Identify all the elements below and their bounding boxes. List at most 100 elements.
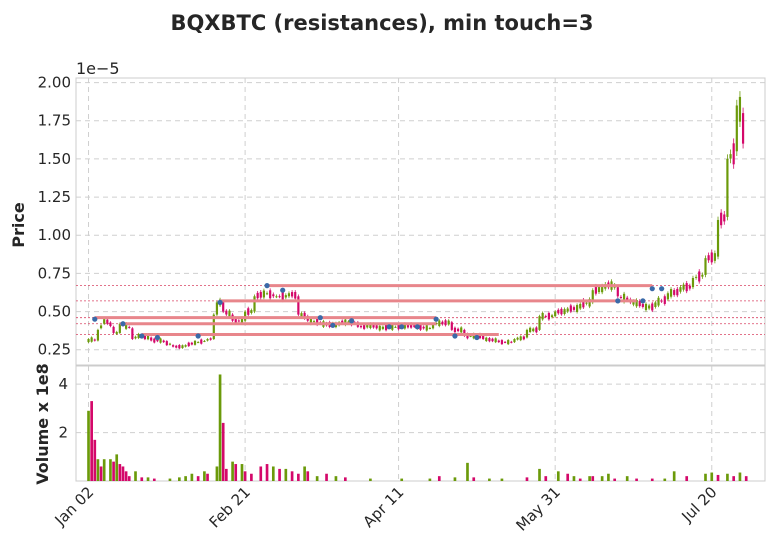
touch-point (280, 287, 286, 293)
candle-body (579, 303, 582, 309)
candle-body (729, 154, 732, 159)
candle-body (654, 302, 657, 307)
candle-body (200, 339, 203, 344)
candle-body (165, 341, 168, 346)
candle-body (529, 327, 532, 332)
volume-bar (118, 464, 122, 481)
volume-bar (544, 476, 548, 481)
volume-bar (556, 471, 560, 481)
volume-bar (218, 374, 222, 481)
candle-body (234, 317, 237, 324)
volume-bar (525, 477, 529, 481)
volume-bar (538, 468, 541, 481)
volume-panel-frame (75, 365, 766, 482)
candle-body (143, 335, 146, 340)
candle-body (131, 328, 134, 340)
candle-body (438, 320, 441, 327)
x-tick-label: Feb 21 (206, 483, 254, 531)
candle-body (287, 293, 291, 297)
candle-body (244, 311, 247, 321)
volume-bar (115, 454, 119, 481)
candle-body (93, 339, 96, 341)
candle-body (96, 329, 100, 341)
candle-body (297, 296, 300, 315)
candle-body (294, 292, 297, 299)
volume-bar (109, 459, 112, 481)
candle-body (391, 324, 394, 330)
candle-body (500, 340, 504, 345)
volume-bar (196, 476, 200, 481)
candle-body (601, 285, 604, 293)
volume-bar (437, 476, 441, 481)
candle-body (193, 340, 197, 345)
candle-body (275, 296, 278, 298)
touch-point (433, 316, 439, 322)
candle-body (485, 337, 488, 342)
candle-body (695, 276, 698, 278)
candle-body (431, 323, 435, 329)
candle-body (597, 286, 601, 293)
candle-body (466, 333, 469, 339)
price-tick-label: 0.25 (38, 341, 71, 359)
volume-bar (369, 478, 372, 481)
price-tick-label: 0.50 (38, 303, 71, 321)
touch-point (120, 321, 126, 327)
candle-body (118, 323, 121, 333)
price-offset-label: 1e−5 (76, 59, 120, 78)
volume-bar (500, 478, 504, 481)
candle-body (516, 337, 519, 340)
volume-bar (271, 466, 275, 481)
candle-body (698, 271, 701, 282)
candle-body (704, 258, 707, 275)
candle-body (425, 325, 428, 331)
candle-body (691, 277, 695, 288)
volume-bar (102, 459, 106, 481)
volume-bar (140, 477, 144, 481)
candle-body (225, 310, 228, 315)
candle-body (622, 293, 626, 302)
candle-body (190, 342, 193, 345)
volume-bar (134, 471, 137, 481)
candle-body (716, 219, 720, 257)
volume-bar (650, 478, 654, 481)
candle-body (460, 327, 463, 333)
volume-bar (685, 476, 689, 481)
touch-point (264, 283, 270, 289)
candle-body (125, 323, 128, 329)
candle-body (688, 285, 691, 289)
candle-body (594, 285, 597, 294)
touch-point (349, 318, 355, 324)
price-tick-label: 1.25 (38, 188, 71, 206)
candle-body (303, 312, 306, 319)
candle-body (503, 341, 507, 343)
candle-body (309, 318, 312, 325)
candle-body (209, 338, 212, 340)
candle-body (212, 314, 215, 340)
candle-body (547, 312, 551, 320)
candle-body (682, 284, 685, 290)
candle-body (269, 290, 272, 299)
volume-bar (184, 476, 187, 481)
volume-bar (578, 478, 582, 481)
chart-title: BQXBTC (resistances), min touch=3 (170, 11, 593, 35)
candle-body (384, 324, 388, 331)
candle-body (159, 338, 162, 343)
candle-body (482, 335, 485, 340)
candle-body (456, 328, 460, 332)
volume-bar (259, 466, 263, 481)
candle-body (175, 345, 178, 348)
price-tick-label: 1.50 (38, 150, 71, 168)
candle-body (150, 337, 153, 341)
candle-body (300, 313, 303, 318)
candle-body (403, 323, 406, 329)
volume-bar (704, 473, 707, 481)
volume-bar (90, 401, 93, 481)
candle-body (541, 312, 544, 320)
volume-bar (190, 473, 194, 481)
candle-body (250, 310, 253, 314)
candle-body (723, 214, 726, 222)
touch-point (92, 316, 98, 322)
candle-body (450, 322, 453, 330)
volume-bar (168, 478, 172, 481)
